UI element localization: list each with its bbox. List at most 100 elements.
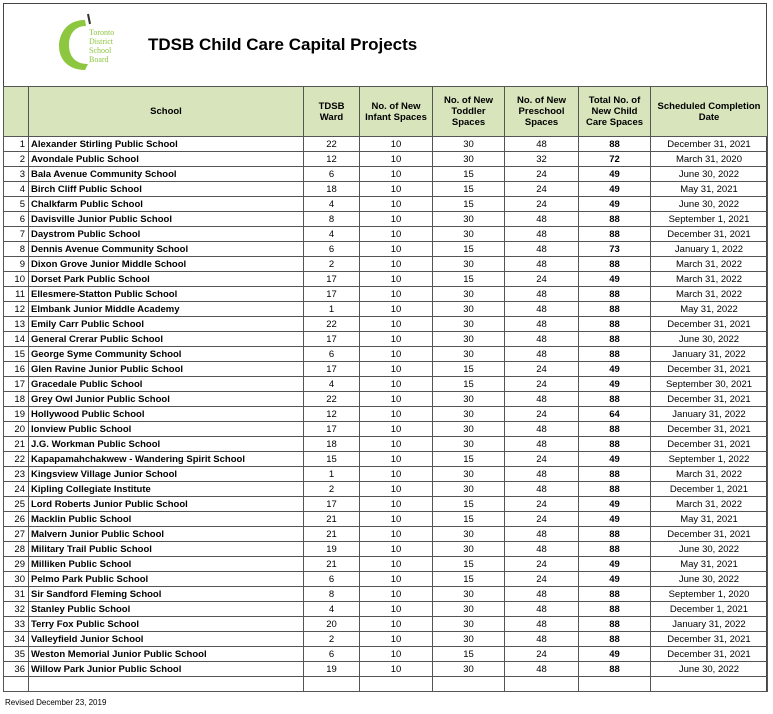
total-spaces: 88 [578, 586, 651, 602]
total-spaces: 88 [578, 316, 651, 332]
table-row: 16 Glen Ravine Junior Public School 17 10 15… [3, 361, 768, 377]
toddler-spaces: 15 [432, 571, 505, 587]
table-row: 12 Elmbank Junior Middle Academy 1 10 30 48 88… [3, 301, 768, 317]
row-number: 21 [3, 436, 29, 452]
ward: 19 [303, 541, 360, 557]
preschool-spaces: 48 [504, 631, 579, 647]
preschool-spaces: 48 [504, 391, 579, 407]
row-number: 31 [3, 586, 29, 602]
total-spaces: 88 [578, 526, 651, 542]
preschool-spaces: 48 [504, 301, 579, 317]
table: School TDSB Ward No. of New Infant Spaces N… [3, 86, 768, 692]
row-number: 19 [3, 406, 29, 422]
row-number: 6 [3, 211, 29, 227]
row-number: 17 [3, 376, 29, 392]
infant-spaces: 10 [359, 481, 433, 497]
school-name: Pelmo Park Public School [28, 571, 304, 587]
toddler-spaces: 30 [432, 541, 505, 557]
ward: 15 [303, 451, 360, 467]
completion-date: December 1, 2021 [650, 601, 768, 617]
row-number: 13 [3, 316, 29, 332]
row-number: 16 [3, 361, 29, 377]
completion-date: March 31, 2022 [650, 496, 768, 512]
preschool-spaces: 24 [504, 166, 579, 182]
infant-spaces: 10 [359, 361, 433, 377]
toddler-spaces: 30 [432, 226, 505, 242]
school-name: Kapapamahchakwew - Wandering Spirit Scho… [28, 451, 304, 467]
ward: 12 [303, 406, 360, 422]
total-spaces: 88 [578, 346, 651, 362]
toddler-spaces: 30 [432, 631, 505, 647]
total-spaces: 88 [578, 211, 651, 227]
school-name: Dixon Grove Junior Middle School [28, 256, 304, 272]
ward: 2 [303, 256, 360, 272]
row-number: 3 [3, 166, 29, 182]
toddler-spaces: 30 [432, 136, 505, 152]
school-name: Kipling Collegiate Institute [28, 481, 304, 497]
preschool-spaces: 48 [504, 601, 579, 617]
school-name: J.G. Workman Public School [28, 436, 304, 452]
school-name: Avondale Public School [28, 151, 304, 167]
infant-spaces: 10 [359, 226, 433, 242]
completion-date: June 30, 2022 [650, 331, 768, 347]
empty-cell [359, 676, 433, 692]
table-row: 36 Willow Park Junior Public School 19 10 30… [3, 661, 768, 677]
total-spaces: 88 [578, 661, 651, 677]
total-spaces: 88 [578, 331, 651, 347]
toddler-spaces: 15 [432, 166, 505, 182]
toddler-spaces: 30 [432, 616, 505, 632]
ward: 6 [303, 646, 360, 662]
total-spaces: 49 [578, 511, 651, 527]
preschool-spaces: 48 [504, 241, 579, 257]
preschool-spaces: 48 [504, 256, 579, 272]
preschool-spaces: 24 [504, 181, 579, 197]
completion-date: December 31, 2021 [650, 361, 768, 377]
preschool-spaces: 24 [504, 451, 579, 467]
column-header: No. of New Infant Spaces [359, 86, 433, 137]
preschool-spaces: 24 [504, 556, 579, 572]
toddler-spaces: 15 [432, 241, 505, 257]
ward: 2 [303, 481, 360, 497]
row-number: 32 [3, 601, 29, 617]
completion-date: December 31, 2021 [650, 226, 768, 242]
school-name: Stanley Public School [28, 601, 304, 617]
total-spaces: 88 [578, 301, 651, 317]
table-row: 1 Alexander Stirling Public School 22 10 30 4… [3, 136, 768, 152]
table-row: 21 J.G. Workman Public School 18 10 30 48 88 De… [3, 436, 768, 452]
logo-line: Toronto [89, 28, 114, 37]
ward: 17 [303, 496, 360, 512]
row-number: 25 [3, 496, 29, 512]
completion-date: September 1, 2020 [650, 586, 768, 602]
school-name: Weston Memorial Junior Public School [28, 646, 304, 662]
ward: 1 [303, 301, 360, 317]
row-number: 24 [3, 481, 29, 497]
infant-spaces: 10 [359, 196, 433, 212]
infant-spaces: 10 [359, 181, 433, 197]
school-name: Macklin Public School [28, 511, 304, 527]
school-name: Grey Owl Junior Public School [28, 391, 304, 407]
school-name: Davisville Junior Public School [28, 211, 304, 227]
table-row: 14 General Crerar Public School 17 10 30 48 88… [3, 331, 768, 347]
completion-date: June 30, 2022 [650, 541, 768, 557]
table-row: 27 Malvern Junior Public School 21 10 30 48 88… [3, 526, 768, 542]
column-header: No. of New Toddler Spaces [432, 86, 505, 137]
table-row: 11 Ellesmere-Statton Public School 17 10 30 4… [3, 286, 768, 302]
infant-spaces: 10 [359, 166, 433, 182]
preschool-spaces: 48 [504, 316, 579, 332]
infant-spaces: 10 [359, 466, 433, 482]
ward: 4 [303, 226, 360, 242]
infant-spaces: 10 [359, 526, 433, 542]
ward: 6 [303, 346, 360, 362]
preschool-spaces: 48 [504, 286, 579, 302]
total-spaces: 49 [578, 361, 651, 377]
preschool-spaces: 24 [504, 571, 579, 587]
row-number: 28 [3, 541, 29, 557]
school-name: Elmbank Junior Middle Academy [28, 301, 304, 317]
toddler-spaces: 30 [432, 286, 505, 302]
total-spaces: 88 [578, 466, 651, 482]
column-header: Total No. of New Child Care Spaces [578, 86, 651, 137]
preschool-spaces: 48 [504, 226, 579, 242]
ward: 18 [303, 181, 360, 197]
logo-mark [59, 20, 88, 70]
completion-date: May 31, 2022 [650, 301, 768, 317]
